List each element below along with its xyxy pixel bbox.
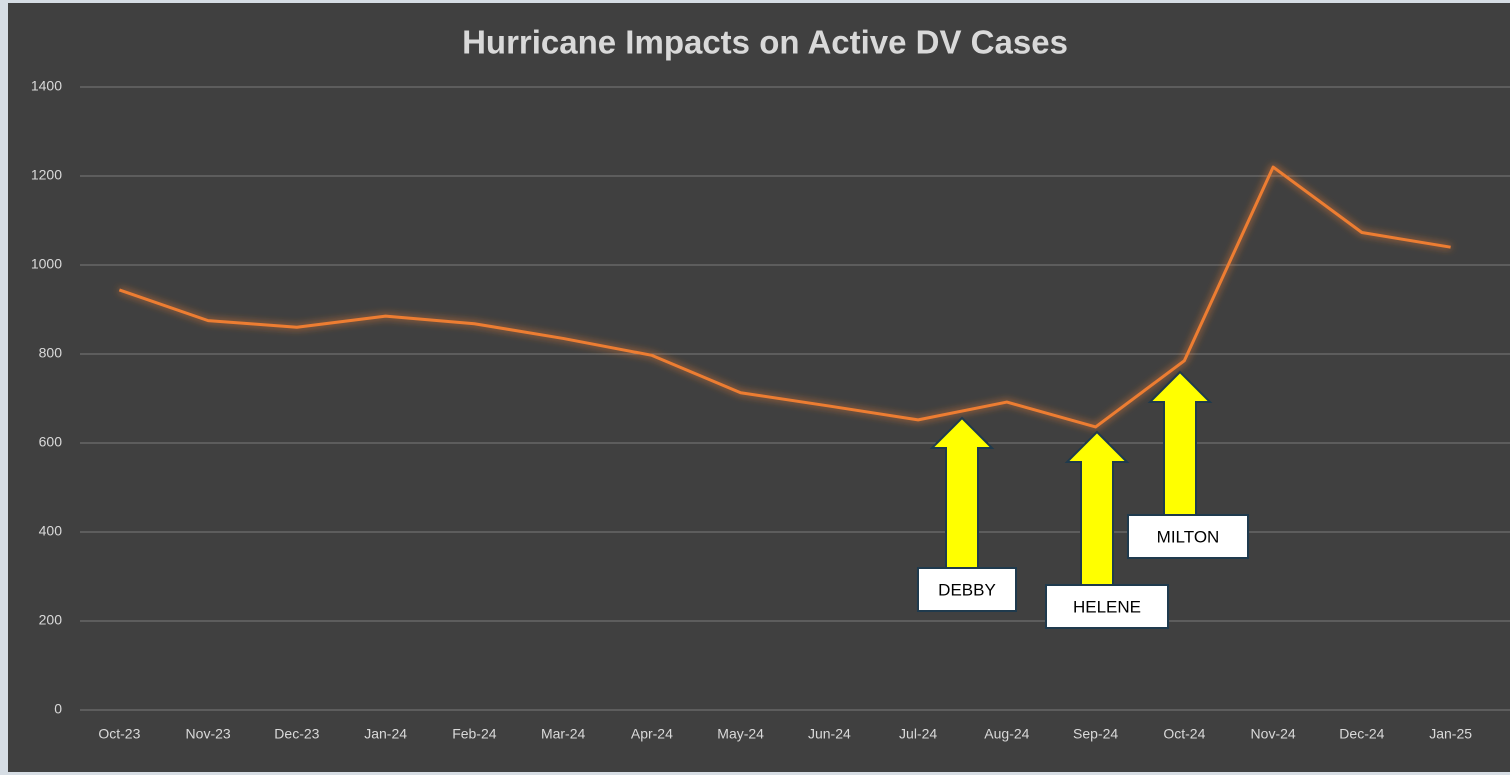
annotation-box <box>1127 514 1249 559</box>
y-tick-label: 600 <box>39 434 63 450</box>
x-tick-label: Nov-23 <box>186 726 231 742</box>
y-tick-label: 1000 <box>31 256 62 272</box>
y-tick-label: 0 <box>54 701 62 717</box>
y-tick-label: 1200 <box>31 167 62 183</box>
y-tick-label: 800 <box>39 345 63 361</box>
chart-title: Hurricane Impacts on Active DV Cases <box>462 24 1068 61</box>
x-tick-label: Feb-24 <box>452 726 497 742</box>
y-tick-label: 200 <box>39 612 63 628</box>
x-tick-label: May-24 <box>717 726 764 742</box>
annotation-label: HELENE <box>1073 597 1141 616</box>
y-tick-label: 1400 <box>31 78 62 94</box>
data-line <box>118 165 1451 429</box>
x-tick-label: Jan-24 <box>364 726 407 742</box>
x-tick-label: Oct-24 <box>1163 726 1205 742</box>
x-tick-label: Nov-24 <box>1251 726 1296 742</box>
x-tick-label: Jul-24 <box>899 726 937 742</box>
annotation-box <box>917 567 1017 612</box>
chart-background <box>8 3 1510 772</box>
x-tick-label: Jun-24 <box>808 726 851 742</box>
x-tick-label: Sep-24 <box>1073 726 1118 742</box>
annotation-box <box>1045 584 1169 629</box>
annotation-label: DEBBY <box>938 580 996 599</box>
annotation-label: MILTON <box>1157 527 1220 546</box>
y-tick-label: 400 <box>39 523 63 539</box>
x-tick-label: Jan-25 <box>1429 726 1472 742</box>
x-tick-label: Dec-23 <box>274 726 319 742</box>
x-tick-label: Mar-24 <box>541 726 586 742</box>
x-tick-label: Aug-24 <box>984 726 1029 742</box>
x-tick-label: Dec-24 <box>1339 726 1384 742</box>
x-tick-label: Oct-23 <box>98 726 140 742</box>
x-tick-label: Apr-24 <box>631 726 673 742</box>
